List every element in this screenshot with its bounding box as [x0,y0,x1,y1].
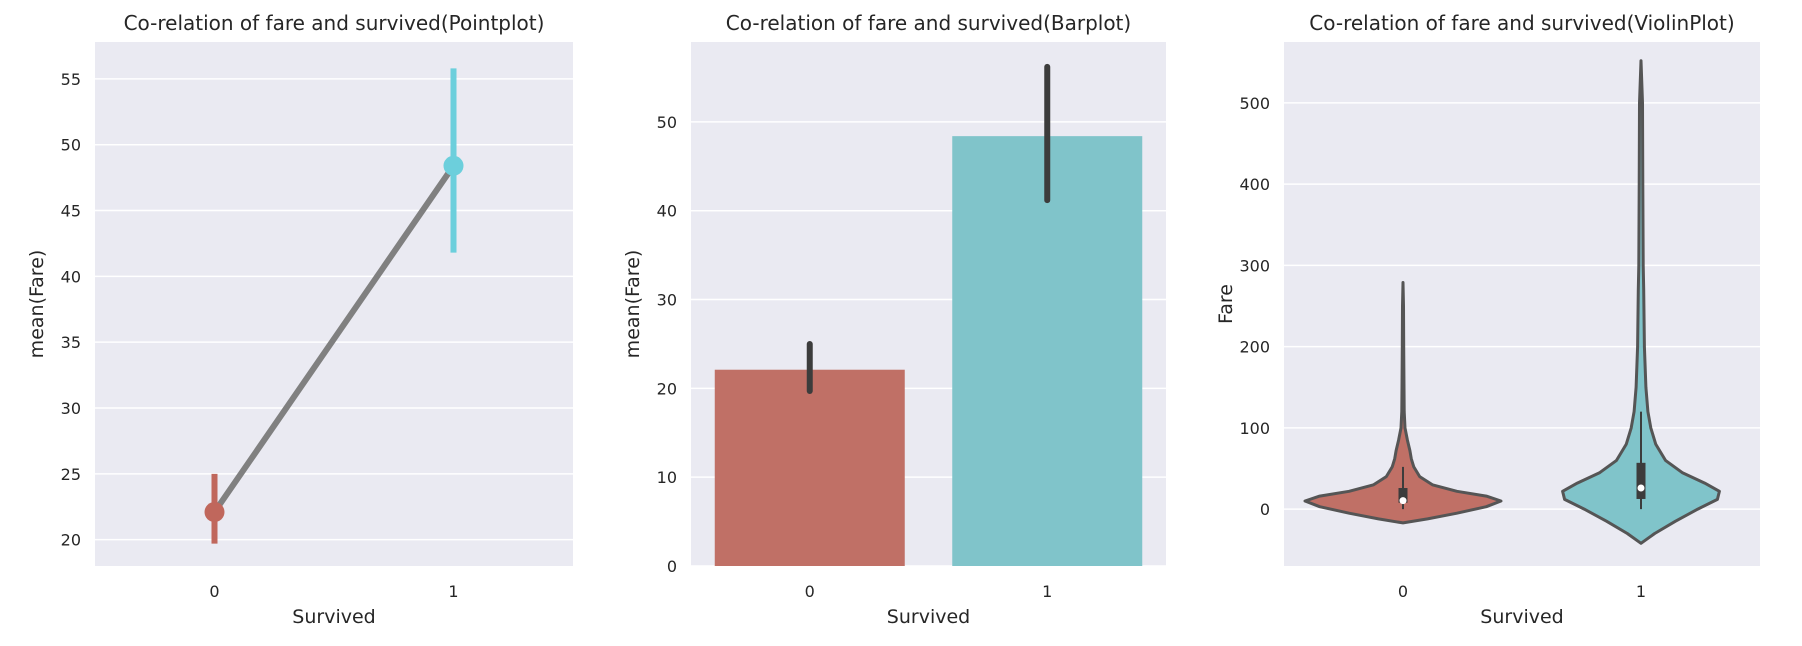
y-axis-label: Fare [1215,284,1237,324]
data-point [204,502,225,523]
y-tick-label: 20 [61,531,81,550]
violin-iqr-box [1398,488,1408,503]
y-tick-label: 30 [657,291,677,310]
y-tick-label: 300 [1239,256,1270,275]
x-axis-label: Survived [1480,606,1563,628]
y-tick-label: 40 [657,202,677,221]
y-tick-label: 100 [1239,419,1270,438]
y-tick-label: 400 [1239,175,1270,194]
point-connector-line [211,162,457,516]
chart-title: Co-relation of fare and survived(Pointpl… [124,11,545,35]
chart-title: Co-relation of fare and survived(ViolinP… [1309,11,1734,35]
violin-body [1561,59,1721,545]
y-tick-label: 45 [61,202,81,221]
y-axis-label: mean(Fare) [26,250,48,359]
x-tick-label: 1 [1636,582,1646,601]
subplot-1: 20 25 30 35 40 45 50 55 0 1 Co-relation of fare an… [26,11,573,628]
x-tick-label: 0 [805,582,815,601]
y-tick-label: 35 [61,333,81,352]
y-tick-label: 50 [61,136,81,155]
plot-area [95,42,573,566]
violin-median-dot [1637,484,1645,492]
bar [714,369,905,566]
bar [952,136,1143,566]
x-tick-label: 1 [1042,582,1052,601]
y-tick-label: 0 [667,557,677,576]
violin-iqr-box [1636,462,1646,499]
y-axis-label: mean(Fare) [622,250,644,359]
x-axis-label: Survived [292,606,375,628]
y-tick-label: 500 [1239,94,1270,113]
y-tick-label: 10 [657,468,677,487]
subplot-3: 0 100 200 300 400 500 0 1 Co-relation of fare an… [1215,11,1760,628]
y-tick-label: 25 [61,465,81,484]
x-tick-label: 0 [1398,582,1408,601]
violin-body [1303,281,1503,525]
y-tick-label: 50 [657,113,677,132]
violin-median-dot [1399,497,1407,505]
y-tick-label: 20 [657,379,677,398]
subplot-2: 0 10 20 30 40 50 0 1 Co-relation of fare and sur… [622,11,1166,628]
x-tick-label: 1 [448,582,458,601]
x-axis-label: Survived [887,606,970,628]
chart-title: Co-relation of fare and survived(Barplot… [726,11,1131,35]
x-tick-label: 0 [209,582,219,601]
y-tick-label: 30 [61,399,81,418]
data-point [443,155,464,176]
y-tick-label: 0 [1260,500,1270,519]
y-tick-label: 200 [1239,338,1270,357]
y-tick-label: 55 [61,70,81,89]
y-tick-label: 40 [61,267,81,286]
